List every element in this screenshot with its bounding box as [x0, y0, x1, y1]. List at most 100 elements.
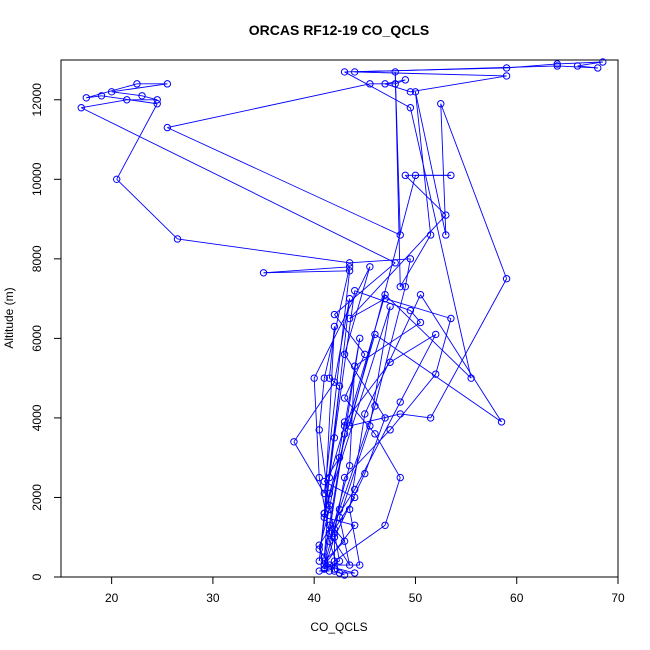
- data-point: [153, 100, 161, 108]
- data-point: [447, 314, 455, 323]
- data-point: [173, 235, 182, 243]
- data-point: [82, 94, 91, 102]
- data-point: [371, 330, 379, 339]
- series-segment: [389, 373, 437, 431]
- series-segment: [339, 517, 351, 566]
- series-segment: [394, 71, 401, 287]
- series-segment: [328, 334, 376, 494]
- data-point: [345, 505, 354, 514]
- data-point: [340, 430, 349, 438]
- series-segment: [349, 258, 411, 264]
- series-segment: [141, 95, 158, 101]
- series-segment: [384, 83, 411, 93]
- data-point: [432, 370, 440, 378]
- series-segment: [399, 234, 432, 287]
- series-points: [77, 58, 607, 579]
- y-tick-label: 6000: [30, 325, 44, 352]
- data-point: [371, 402, 379, 410]
- series-segment: [395, 79, 406, 85]
- series-segment: [384, 298, 452, 319]
- data-point: [411, 171, 420, 180]
- data-point: [315, 473, 323, 482]
- data-point: [330, 310, 339, 319]
- data-point: [350, 362, 359, 370]
- series-segment: [374, 433, 401, 478]
- series-segment: [409, 107, 472, 379]
- data-point: [345, 461, 354, 470]
- data-point: [340, 394, 349, 402]
- data-point: [77, 104, 85, 112]
- data-point: [437, 100, 445, 108]
- data-point: [113, 175, 121, 184]
- series-segment: [86, 83, 138, 99]
- data-point: [325, 501, 334, 510]
- series-segment: [324, 516, 355, 526]
- data-point: [361, 410, 369, 418]
- data-point: [502, 64, 511, 72]
- data-point: [290, 438, 298, 446]
- data-point: [340, 418, 349, 426]
- series-segment: [354, 65, 558, 73]
- data-point: [325, 374, 334, 382]
- data-point: [330, 529, 339, 537]
- data-point: [153, 96, 161, 104]
- data-point: [396, 398, 404, 406]
- series-segment: [323, 270, 351, 494]
- series-segment: [430, 278, 507, 419]
- data-point: [442, 231, 450, 239]
- data-point: [335, 557, 344, 565]
- data-point: [426, 231, 435, 239]
- data-point: [442, 211, 450, 219]
- series-segment: [440, 103, 508, 279]
- y-axis-label: Altitude (m): [2, 287, 16, 348]
- series-segment: [318, 477, 330, 534]
- y-tick-label: 12000: [30, 83, 44, 117]
- data-point: [396, 231, 404, 239]
- data-point: [573, 62, 582, 70]
- data-point: [330, 322, 339, 331]
- data-point: [259, 269, 268, 277]
- data-point: [553, 62, 561, 70]
- x-tick-label: 40: [308, 591, 322, 605]
- data-point: [381, 521, 389, 529]
- data-point: [396, 410, 404, 418]
- data-point: [594, 64, 602, 72]
- y-tick-label: 2000: [30, 484, 44, 511]
- data-point: [320, 565, 329, 573]
- data-point: [381, 414, 389, 422]
- data-point: [416, 318, 425, 327]
- data-point: [361, 350, 369, 358]
- series-segment: [349, 413, 366, 510]
- x-axis-label: CO_QCLS: [310, 620, 367, 634]
- series-segment: [323, 525, 356, 566]
- data-point: [497, 418, 506, 426]
- x-tick-label: 60: [510, 591, 524, 605]
- series-segment: [293, 441, 325, 494]
- data-point: [350, 493, 359, 502]
- data-point: [345, 422, 354, 430]
- data-point: [366, 80, 374, 88]
- data-point: [406, 306, 415, 315]
- data-point: [325, 529, 334, 537]
- data-point: [340, 68, 349, 76]
- data-point: [123, 96, 131, 104]
- series-segment: [349, 413, 401, 427]
- data-point: [325, 521, 334, 529]
- data-point: [330, 565, 339, 573]
- series-segment: [263, 270, 350, 274]
- data-point: [320, 557, 329, 565]
- data-point: [325, 537, 334, 545]
- data-point: [350, 485, 359, 494]
- data-point: [335, 505, 344, 514]
- series-segment: [440, 103, 447, 236]
- series-segment: [111, 91, 143, 97]
- data-point: [447, 171, 455, 180]
- series-segment: [415, 91, 447, 236]
- series-segment: [323, 326, 335, 518]
- series-segment: [404, 258, 411, 287]
- series-segment: [389, 334, 436, 363]
- series-lines: [81, 61, 603, 576]
- series-segment: [324, 481, 355, 498]
- data-point: [411, 88, 420, 96]
